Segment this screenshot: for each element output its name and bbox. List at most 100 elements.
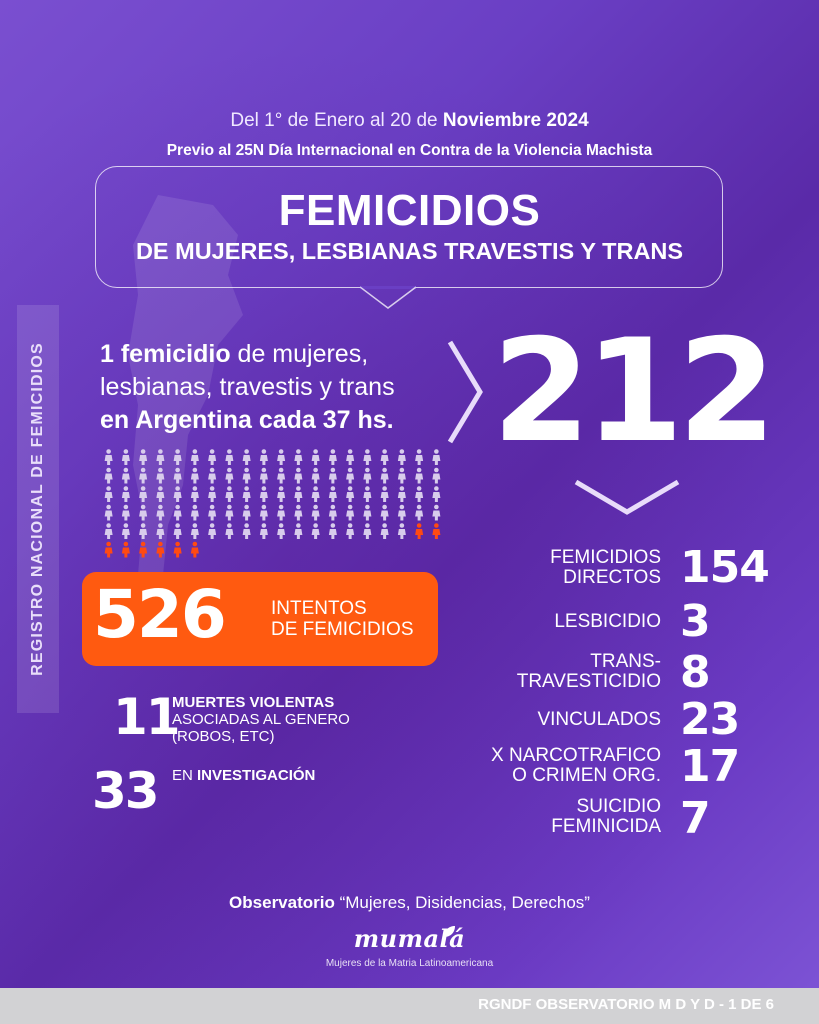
breakdown-label-line2: TRAVESTICIDIO (516, 671, 661, 692)
person-icon (363, 467, 372, 484)
breakdown-label-line1: VINCULADOS (537, 709, 661, 730)
person-icon (363, 523, 372, 539)
person-icon (415, 467, 424, 484)
person-icon (121, 541, 130, 558)
breakdown-label-narcotrafico: X NARCOTRAFICO O CRIMEN ORG. (491, 746, 661, 786)
person-icon (259, 449, 268, 465)
person-icon (139, 504, 148, 521)
person-icon (277, 523, 286, 539)
person-icon (104, 486, 113, 502)
person-icon (104, 523, 113, 539)
person-icon (432, 504, 441, 521)
person-icon (242, 523, 251, 539)
person-icon (156, 523, 165, 539)
person-icon (225, 523, 234, 539)
person-icon (346, 467, 355, 484)
person-icon (173, 449, 182, 465)
breakdown-label-line2: DIRECTOS (563, 567, 661, 588)
mumala-logo: mumalá (353, 924, 466, 953)
date-end-day: 20 de (390, 110, 438, 131)
person-icon (121, 486, 130, 502)
breakdown-label-line1: SUICIDIO (576, 796, 661, 817)
breakdown-label-line1: TRANS- (590, 651, 661, 672)
person-icon (328, 523, 337, 539)
person-icon (225, 449, 234, 465)
person-icon (208, 467, 217, 484)
person-icon (397, 467, 406, 484)
person-icon (173, 504, 182, 521)
argentina-map-silhouette (128, 195, 243, 615)
person-icon (104, 504, 113, 521)
observatory-bold: Observatorio (229, 893, 335, 912)
person-icon (397, 486, 406, 502)
footer-page-label: RGNDF OBSERVATORIO M D Y D - 1 DE 6 (478, 996, 774, 1013)
speech-bubble-tail (360, 286, 416, 309)
person-icon (156, 449, 165, 465)
breakdown-label-travesticidio: TRANS- TRAVESTICIDIO (517, 652, 661, 692)
logo-leaf-icon (444, 926, 455, 937)
breakdown-label-lesbicidio: LESBICIDIO (554, 612, 661, 632)
person-icon (121, 523, 130, 539)
person-icon (311, 523, 320, 539)
person-icon (208, 504, 217, 521)
person-icon (328, 486, 337, 502)
attempts-highlight-box (82, 572, 438, 666)
person-icon (432, 449, 441, 465)
person-icon (328, 449, 337, 465)
person-icon (277, 504, 286, 521)
investigation-label: EN INVESTIGACIÓN (172, 767, 315, 784)
person-icon (225, 486, 234, 502)
person-icon (346, 486, 355, 502)
person-icon (363, 504, 372, 521)
person-icon (259, 504, 268, 521)
person-icon (104, 541, 113, 558)
person-icon (242, 504, 251, 521)
breakdown-value-vinculados: 23 (680, 694, 740, 745)
attempts-number: 526 (93, 576, 227, 653)
person-icon (139, 467, 148, 484)
person-icon (259, 467, 268, 484)
people-icon-grid (104, 449, 441, 558)
person-icon (277, 467, 286, 484)
person-icon (294, 523, 303, 539)
breakdown-label-line1: X NARCOTRAFICO (491, 745, 661, 766)
person-icon (139, 523, 148, 539)
person-icon (259, 486, 268, 502)
breakdown-value-lesbicidio: 3 (680, 596, 711, 647)
person-icon (225, 504, 234, 521)
person-icon (121, 467, 130, 484)
person-icon (328, 467, 337, 484)
person-icon (121, 449, 130, 465)
person-icon (311, 449, 320, 465)
footer-bar (0, 988, 819, 1024)
person-icon (294, 467, 303, 484)
person-icon (104, 449, 113, 465)
breakdown-value-narcotrafico: 17 (680, 741, 740, 792)
person-icon (397, 504, 406, 521)
person-icon (173, 541, 182, 558)
side-label-text: REGISTRO NACIONAL DE FEMICIDIOS (29, 342, 46, 676)
person-icon (139, 486, 148, 502)
violent-deaths-number: 11 (113, 688, 181, 746)
breakdown-label-vinculados: VINCULADOS (537, 710, 661, 730)
violent-deaths-label-2: ASOCIADAS AL GENERO (172, 711, 350, 728)
person-icon (190, 504, 199, 521)
person-icon (242, 449, 251, 465)
femicide-rate-statement: 1 femicidio de mujeres, lesbianas, trave… (100, 338, 440, 437)
total-femicides-number: 212 (492, 309, 776, 474)
person-icon (346, 523, 355, 539)
person-icon (190, 449, 199, 465)
observatory-credit: Observatorio “Mujeres, Disidencias, Dere… (0, 893, 819, 913)
person-icon (432, 486, 441, 502)
person-icon (311, 486, 320, 502)
person-icon (415, 486, 424, 502)
investigation-number: 33 (92, 762, 160, 820)
breakdown-value-travesticidio: 8 (680, 647, 711, 698)
rate-text-2: lesbianas, travestis y trans (100, 373, 395, 401)
person-icon (432, 523, 441, 539)
main-title: FEMICIDIOS (278, 186, 541, 235)
date-end-month-year: Noviembre 2024 (442, 110, 589, 131)
breakdown-label-suicidio: SUICIDIO FEMINICIDA (551, 797, 661, 837)
date-range: Del 1° de Enero al 20 de Noviembre 2024 (0, 110, 819, 132)
subtitle: Previo al 25N Día Internacional en Contr… (166, 142, 653, 159)
